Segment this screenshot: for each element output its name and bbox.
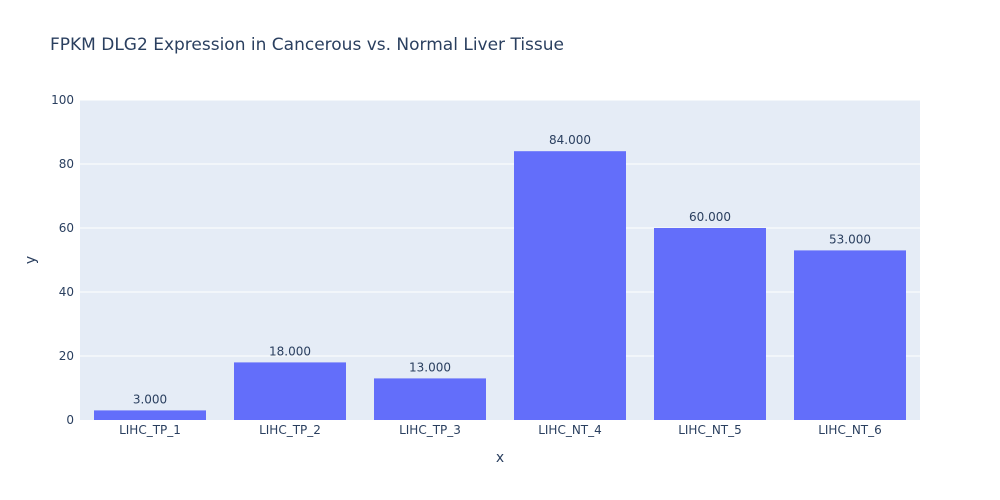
y-tick-label: 60 [59, 221, 74, 235]
x-tick-label: LIHC_NT_5 [678, 423, 742, 437]
bar-lihc-nt-6 [794, 250, 906, 420]
data-label: 18.000 [269, 344, 311, 358]
bar-lihc-tp-3 [374, 378, 486, 420]
bar-lihc-nt-4 [514, 151, 626, 420]
y-tick-label: 100 [51, 93, 74, 107]
y-tick-label: 0 [66, 413, 74, 427]
chart-title: FPKM DLG2 Expression in Cancerous vs. No… [50, 35, 564, 55]
gridlines [80, 99, 920, 357]
y-axis-title: y [23, 256, 39, 264]
x-axis-ticks: LIHC_TP_1 LIHC_TP_2 LIHC_TP_3 LIHC_NT_4 LIHC… [119, 423, 882, 437]
plot-area-background [80, 100, 920, 420]
data-label: 60.000 [689, 210, 731, 224]
y-tick-label: 40 [59, 285, 74, 299]
bars [94, 151, 906, 420]
x-tick-label: LIHC_TP_2 [259, 423, 321, 437]
bar-lihc-tp-2 [234, 362, 346, 420]
x-tick-label: LIHC_TP_1 [119, 423, 181, 437]
data-label: 84.000 [549, 133, 591, 147]
y-tick-label: 20 [59, 349, 74, 363]
x-axis-title: x [496, 450, 504, 466]
x-tick-label: LIHC_NT_4 [538, 423, 602, 437]
x-tick-label: LIHC_TP_3 [399, 423, 461, 437]
data-label: 53.000 [829, 232, 871, 246]
data-labels: 3.000 18.000 13.000 84.000 60.000 53.000 [133, 133, 871, 406]
y-axis-ticks: 0 20 40 60 80 100 [51, 93, 74, 427]
data-label: 13.000 [409, 360, 451, 374]
bar-lihc-tp-1 [94, 410, 206, 420]
y-tick-label: 80 [59, 157, 74, 171]
x-tick-label: LIHC_NT_6 [818, 423, 882, 437]
data-label: 3.000 [133, 392, 167, 406]
bar-lihc-nt-5 [654, 228, 766, 420]
